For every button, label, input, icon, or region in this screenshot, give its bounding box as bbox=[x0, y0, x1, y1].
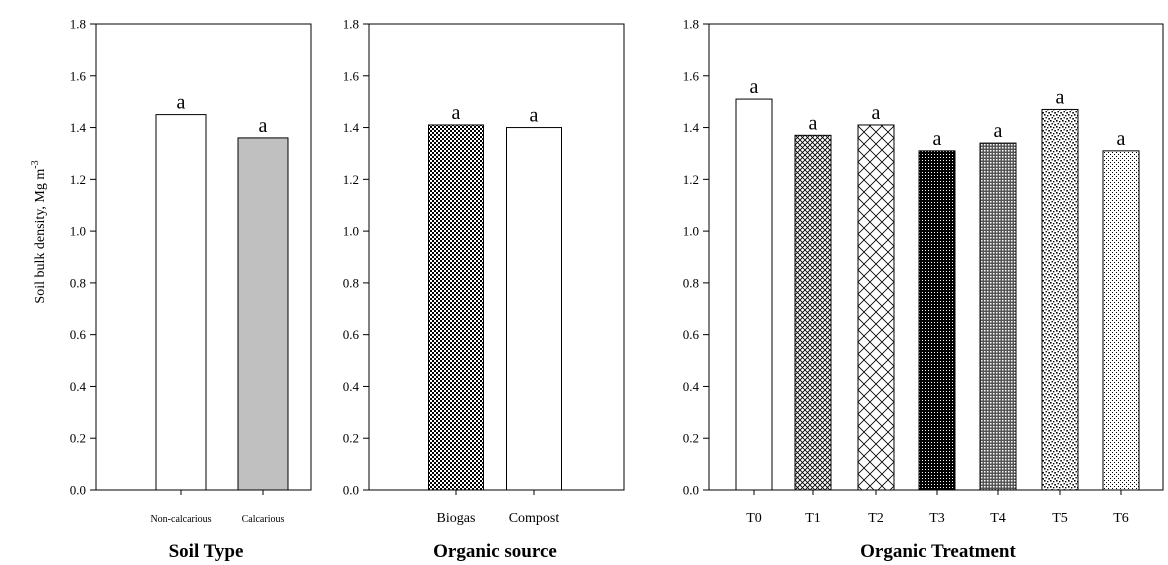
x-category-label: Biogas bbox=[437, 511, 476, 526]
x-category-label: Calcarious bbox=[242, 514, 285, 525]
y-tick-label: 0.8 bbox=[683, 275, 699, 290]
panel-soil-type: 0.0 0.2 0.4 0.6 0.8 1.0 1.2 1.4 1.6 1.8 a Non-calca… bbox=[70, 17, 312, 562]
y-tick-label: 1.8 bbox=[70, 17, 86, 32]
significance-letter: a bbox=[177, 92, 186, 114]
x-category-label: T3 bbox=[929, 511, 945, 526]
bar-t0 bbox=[735, 98, 773, 491]
significance-letter: a bbox=[1117, 128, 1126, 150]
y-tick-label: 1.2 bbox=[70, 172, 86, 187]
x-category-label: T0 bbox=[746, 511, 762, 526]
y-tick-label: 0.6 bbox=[70, 327, 87, 342]
y-tick-label: 0.2 bbox=[683, 431, 699, 446]
x-category-label: T2 bbox=[868, 511, 884, 526]
x-category-label: Non-calcarious bbox=[150, 514, 211, 525]
panel-organic-treatment: 0.0 0.2 0.4 0.6 0.8 1.0 1.2 1.4 1.6 1.8 a T0 a T1 a T2 a… bbox=[683, 17, 1164, 562]
y-tick-label: 0.4 bbox=[343, 379, 360, 394]
significance-letter: a bbox=[994, 120, 1003, 142]
y-tick-label: 1.8 bbox=[343, 17, 359, 32]
significance-letter: a bbox=[530, 105, 539, 127]
panel-title: Soil Type bbox=[169, 541, 244, 562]
y-tick-label: 0.0 bbox=[70, 483, 86, 498]
y-tick-label: 0.2 bbox=[343, 431, 359, 446]
significance-letter: a bbox=[259, 115, 268, 137]
significance-letter: a bbox=[809, 112, 818, 134]
y-tick-label: 1.0 bbox=[683, 224, 699, 239]
y-tick-label: 1.4 bbox=[70, 120, 87, 135]
y-tick-label: 1.2 bbox=[343, 172, 359, 187]
y-tick-label: 1.6 bbox=[343, 68, 360, 83]
significance-letter: a bbox=[933, 128, 942, 150]
y-tick-label: 1.4 bbox=[343, 120, 360, 135]
y-tick-label: 1.4 bbox=[683, 120, 700, 135]
y-axis-title-superscript: -3 bbox=[30, 160, 41, 168]
bar-t3 bbox=[918, 150, 956, 491]
y-tick-label: 1.0 bbox=[343, 224, 359, 239]
y-tick-label: 0.4 bbox=[70, 379, 87, 394]
x-category-label: T1 bbox=[805, 511, 821, 526]
x-category-label: T4 bbox=[990, 511, 1006, 526]
y-tick-label: 0.2 bbox=[70, 431, 86, 446]
bar-biogas bbox=[428, 124, 484, 491]
y-tick-label: 1.6 bbox=[683, 68, 700, 83]
bar-calcarious bbox=[237, 137, 289, 491]
x-category-label: Compost bbox=[509, 511, 560, 526]
plot-frame bbox=[368, 23, 625, 491]
y-tick-label: 1.2 bbox=[683, 172, 699, 187]
y-axis-title-main: Soil bulk density, Mg m bbox=[33, 169, 48, 304]
panel-title: Organic source bbox=[433, 541, 557, 562]
significance-letter: a bbox=[872, 102, 881, 124]
y-tick-label: 0.4 bbox=[683, 379, 700, 394]
y-tick-label: 1.6 bbox=[70, 68, 87, 83]
y-axis-title: Soil bulk density, Mg m-3 bbox=[30, 160, 48, 303]
y-tick-label: 0.8 bbox=[70, 275, 86, 290]
bar-non-calcarious bbox=[155, 114, 207, 491]
y-tick-label: 0.6 bbox=[683, 327, 700, 342]
x-category-label: T5 bbox=[1052, 511, 1068, 526]
panel-title: Organic Treatment bbox=[860, 541, 1016, 562]
bar-t2 bbox=[857, 124, 895, 491]
significance-letter: a bbox=[452, 102, 461, 124]
y-tick-label: 0.0 bbox=[683, 483, 699, 498]
y-tick-label: 0.0 bbox=[343, 483, 359, 498]
significance-letter: a bbox=[750, 76, 759, 98]
y-tick-label: 1.8 bbox=[683, 17, 699, 32]
bar-t1 bbox=[794, 134, 832, 491]
y-tick-label: 1.0 bbox=[70, 224, 86, 239]
bar-t5 bbox=[1041, 108, 1079, 491]
panel-organic-source: 0.0 0.2 0.4 0.6 0.8 1.0 1.2 1.4 1.6 1.8 a Biogas a Co… bbox=[343, 17, 625, 562]
significance-letter: a bbox=[1056, 86, 1065, 108]
bar-compost bbox=[506, 127, 562, 491]
y-tick-label: 0.6 bbox=[343, 327, 360, 342]
y-tick-label: 0.8 bbox=[343, 275, 359, 290]
bar-t4 bbox=[979, 142, 1017, 491]
bar-t6 bbox=[1102, 150, 1140, 491]
x-category-label: T6 bbox=[1113, 511, 1129, 526]
